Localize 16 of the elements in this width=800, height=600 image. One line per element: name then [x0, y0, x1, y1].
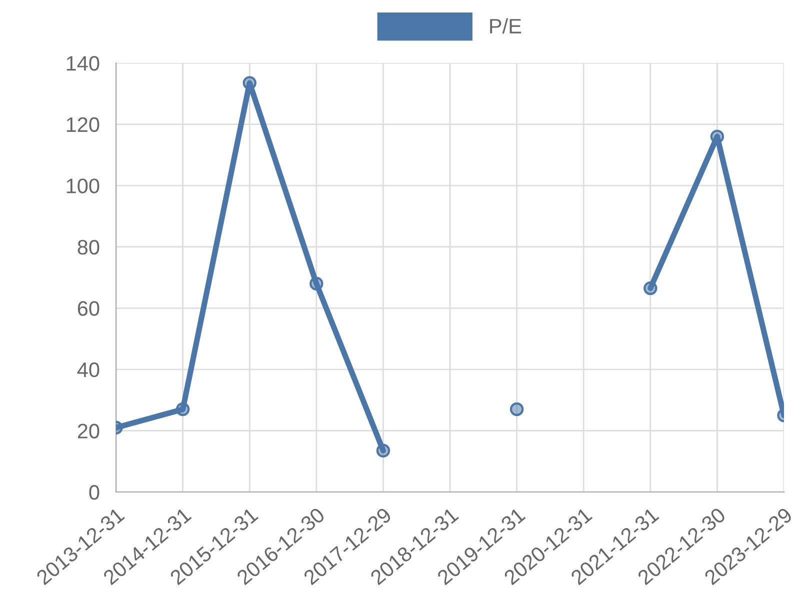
y-tick-label: 0	[89, 485, 100, 500]
y-tick-label: 80	[78, 240, 100, 255]
point	[710, 130, 724, 144]
y-tick-label: 140	[66, 56, 100, 71]
legend-label: P/E	[490, 18, 522, 34]
point	[510, 402, 524, 416]
y-tick-label: 60	[78, 301, 100, 316]
point	[376, 444, 390, 458]
point	[242, 76, 256, 90]
y-tick-label: 120	[66, 117, 100, 132]
point	[644, 281, 658, 296]
point	[176, 402, 190, 416]
point	[310, 276, 324, 290]
y-tick-label: 20	[78, 424, 100, 438]
y-tick-label: 40	[77, 362, 100, 378]
y-tick-label: 100	[66, 178, 100, 194]
